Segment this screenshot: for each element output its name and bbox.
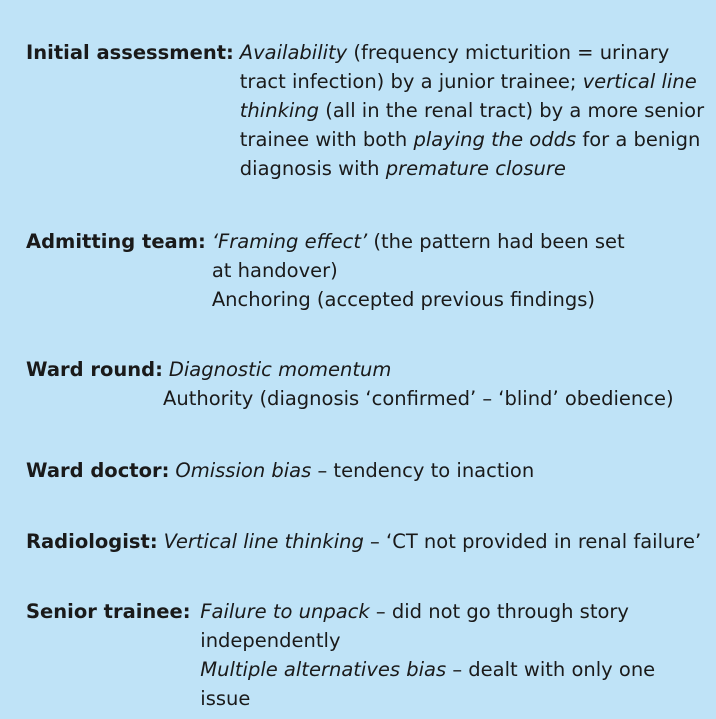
bias-term: Vertical line thinking: [163, 530, 364, 553]
bias-term: vertical line thinking: [239, 70, 697, 122]
entry-line: Anchoring (accepted previous findings): [211, 288, 596, 311]
entry-senior-trainee: Senior trainee: Failure to unpack – did …: [26, 597, 706, 713]
entry-label: Initial assessment:: [26, 41, 234, 64]
entry-label: Radiologist:: [26, 530, 158, 553]
entry-body: Diagnostic momentum: [169, 355, 391, 384]
entry-label: Admitting team:: [26, 230, 206, 253]
entry-line: Authority (diagnosis ‘confirmed’ – ‘blin…: [163, 387, 674, 410]
bias-term: ‘Framing effect’: [211, 230, 368, 253]
entry-text: – did not go through story independently: [200, 600, 629, 652]
bias-term: Omission bias: [175, 459, 312, 482]
bias-term: Diagnostic momentum: [168, 358, 392, 381]
entry-admitting-team: Admitting team: ‘Framing effect’ (the pa…: [26, 227, 706, 314]
entry-body: Omission bias – tendency to inaction: [175, 456, 534, 485]
entry-text: for a benign diagnosis with: [239, 128, 701, 180]
entry-ward-round: Ward round: Diagnostic momentum Authorit…: [26, 355, 706, 413]
entry-radiologist: Radiologist: Vertical line thinking – ‘C…: [26, 527, 706, 556]
entry-text: (frequency micturition = urinary tract i…: [239, 41, 670, 93]
entry-text: – tendency to inaction: [311, 459, 535, 482]
entry-body: Vertical line thinking – ‘CT not provide…: [164, 527, 701, 556]
entry-text: – dealt with only one issue: [200, 658, 656, 710]
bias-term: Multiple alternatives bias: [200, 658, 447, 681]
entry-label: Senior trainee:: [26, 600, 191, 623]
entry-text: – ‘CT not provided in renal failure’: [363, 530, 702, 553]
bias-term: Availability: [239, 41, 348, 64]
entry-text: (the pattern had been set at handover): [211, 230, 625, 282]
entry-body: ‘Framing effect’ (the pattern had been s…: [212, 227, 642, 314]
entry-text: (all in the renal tract) by a more senio…: [239, 99, 705, 151]
entry-label: Ward doctor:: [26, 459, 170, 482]
entry-body: Failure to unpack – did not go through s…: [200, 597, 706, 713]
entry-initial-assessment: Initial assessment: Availability (freque…: [26, 38, 706, 183]
entry-body: Availability (frequency micturition = ur…: [240, 38, 706, 183]
entry-ward-doctor: Ward doctor: Omission bias – tendency to…: [26, 456, 706, 485]
bias-term: playing the odds: [413, 128, 577, 151]
bias-term: premature closure: [385, 157, 566, 180]
bias-term: Failure to unpack: [200, 600, 370, 623]
entry-label: Ward round:: [26, 358, 163, 381]
